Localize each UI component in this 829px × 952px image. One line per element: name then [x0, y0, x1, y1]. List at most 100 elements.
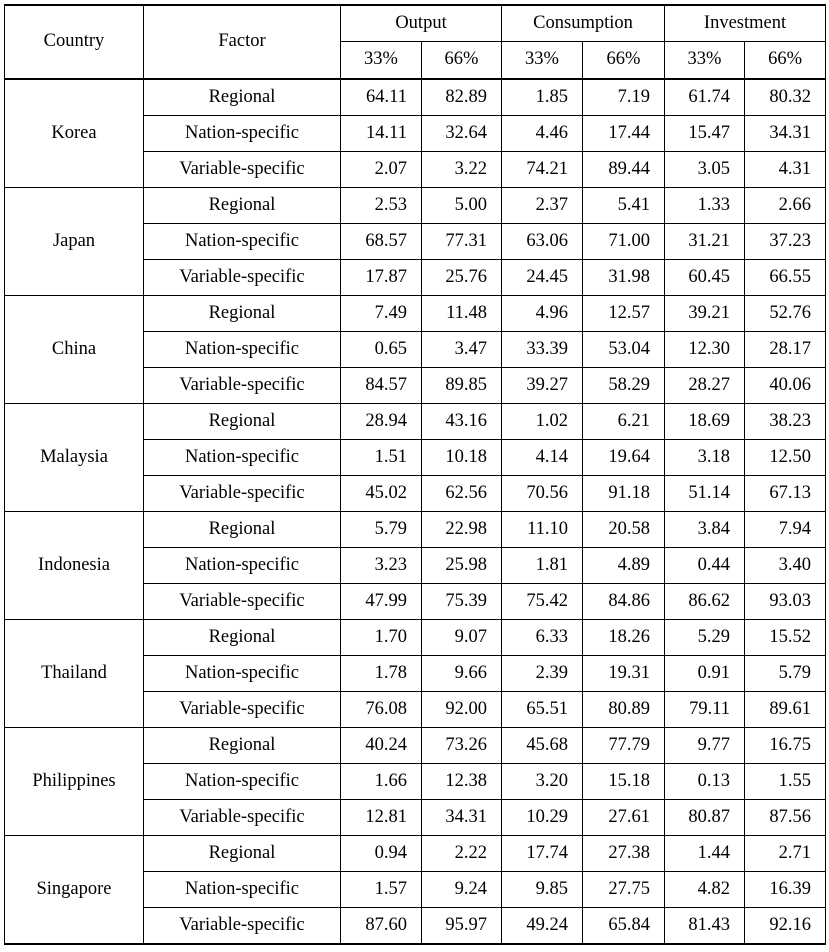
- value-cell: 6.21: [582, 402, 666, 440]
- value-cell: 37.23: [744, 222, 827, 260]
- value-cell: 1.02: [501, 402, 584, 440]
- table-row: Nation-specific 1.78 9.66 2.39 19.31 0.91 5.79: [5, 654, 827, 692]
- value-cell: 0.94: [340, 834, 422, 872]
- value-cell: 0.44: [664, 546, 746, 584]
- value-cell: 79.11: [664, 690, 746, 728]
- value-cell: 9.85: [501, 870, 584, 908]
- value-cell: 15.47: [664, 114, 746, 152]
- value-cell: 19.64: [582, 438, 666, 476]
- value-cell: 1.51: [340, 438, 422, 476]
- value-cell: 76.08: [340, 690, 422, 728]
- value-cell: 6.33: [501, 618, 584, 656]
- value-cell: 3.05: [664, 150, 746, 188]
- factor-cell: Variable-specific: [143, 690, 341, 728]
- value-cell: 38.23: [744, 402, 827, 440]
- value-cell: 3.40: [744, 546, 827, 584]
- value-cell: 1.85: [501, 78, 584, 116]
- value-cell: 80.89: [582, 690, 666, 728]
- value-cell: 62.56: [420, 474, 503, 512]
- value-cell: 17.74: [501, 834, 584, 872]
- value-cell: 65.84: [582, 906, 666, 945]
- factor-cell: Nation-specific: [143, 330, 341, 368]
- value-cell: 18.69: [664, 402, 746, 440]
- value-cell: 20.58: [582, 510, 666, 548]
- value-cell: 2.37: [501, 186, 584, 224]
- table-row: Variable-specific 2.07 3.22 74.21 89.44 3.05 4…: [5, 150, 827, 188]
- value-cell: 34.31: [420, 798, 503, 836]
- value-cell: 4.89: [582, 546, 666, 584]
- investment-group-header: Investment: [664, 4, 827, 42]
- value-cell: 63.06: [501, 222, 584, 260]
- table-body: Korea Regional 64.11 82.89 1.85 7.19 61.74 80.3…: [4, 78, 827, 945]
- value-cell: 5.79: [744, 654, 827, 692]
- value-cell: 12.57: [582, 294, 666, 332]
- value-cell: 3.47: [420, 330, 503, 368]
- value-cell: 7.19: [582, 78, 666, 116]
- table-row: Thailand Regional 1.70 9.07 6.33 18.26 5.29 15.…: [4, 618, 827, 728]
- variance-decomposition-table: Country Factor Output Consumption Invest…: [4, 4, 827, 945]
- factor-cell: Regional: [143, 78, 341, 116]
- value-cell: 89.85: [420, 366, 503, 404]
- value-cell: 87.56: [744, 798, 827, 836]
- value-cell: 2.66: [744, 186, 827, 224]
- value-cell: 4.14: [501, 438, 584, 476]
- value-cell: 49.24: [501, 906, 584, 945]
- value-cell: 71.00: [582, 222, 666, 260]
- value-cell: 68.57: [340, 222, 422, 260]
- value-cell: 39.21: [664, 294, 746, 332]
- table-row: Variable-specific 12.81 34.31 10.29 27.61 80.…: [5, 798, 827, 836]
- table-row: Japan Regional 2.53 5.00 2.37 5.41 1.33 2.66: [4, 186, 827, 296]
- value-cell: 33.39: [501, 330, 584, 368]
- value-cell: 84.57: [340, 366, 422, 404]
- value-cell: 82.89: [420, 78, 503, 116]
- value-cell: 12.30: [664, 330, 746, 368]
- value-cell: 89.44: [582, 150, 666, 188]
- factor-cell: Nation-specific: [143, 546, 341, 584]
- value-cell: 0.65: [340, 330, 422, 368]
- factor-cell: Nation-specific: [143, 870, 341, 908]
- factor-cell: Regional: [143, 186, 341, 224]
- value-cell: 45.02: [340, 474, 422, 512]
- value-cell: 17.44: [582, 114, 666, 152]
- value-cell: 5.79: [340, 510, 422, 548]
- value-cell: 39.27: [501, 366, 584, 404]
- value-cell: 58.29: [582, 366, 666, 404]
- value-cell: 1.33: [664, 186, 746, 224]
- value-cell: 66.55: [744, 258, 827, 296]
- value-cell: 2.39: [501, 654, 584, 692]
- value-cell: 15.18: [582, 762, 666, 800]
- value-cell: 80.87: [664, 798, 746, 836]
- value-cell: 64.11: [340, 78, 422, 116]
- table-row: Malaysia Regional 28.94 43.16 1.02 6.21 18.69 3…: [4, 402, 827, 512]
- value-cell: 3.22: [420, 150, 503, 188]
- value-cell: 80.32: [744, 78, 827, 116]
- table-row: China Regional 7.49 11.48 4.96 12.57 39.21 52.7…: [4, 294, 827, 404]
- value-cell: 2.53: [340, 186, 422, 224]
- value-cell: 3.23: [340, 546, 422, 584]
- table-row: Variable-specific 47.99 75.39 75.42 84.86 86.…: [5, 582, 827, 620]
- value-cell: 15.52: [744, 618, 827, 656]
- table-row: Nation-specific 1.66 12.38 3.20 15.18 0.13 1.5…: [5, 762, 827, 800]
- value-cell: 87.60: [340, 906, 422, 945]
- table-row: Indonesia Regional 5.79 22.98 11.10 20.58 3.84…: [4, 510, 827, 620]
- factor-cell: Variable-specific: [143, 150, 341, 188]
- value-cell: 86.62: [664, 582, 746, 620]
- value-cell: 1.66: [340, 762, 422, 800]
- table-row: Nation-specific 3.23 25.98 1.81 4.89 0.44 3.40: [5, 546, 827, 584]
- value-cell: 47.99: [340, 582, 422, 620]
- value-cell: 5.29: [664, 618, 746, 656]
- value-cell: 12.81: [340, 798, 422, 836]
- subcol-header: 66%: [744, 41, 827, 80]
- value-cell: 53.04: [582, 330, 666, 368]
- value-cell: 81.43: [664, 906, 746, 945]
- factor-cell: Regional: [143, 402, 341, 440]
- country-cell: Korea: [4, 78, 144, 188]
- value-cell: 4.82: [664, 870, 746, 908]
- country-cell: Philippines: [4, 726, 144, 836]
- factor-cell: Nation-specific: [143, 438, 341, 476]
- value-cell: 91.18: [582, 474, 666, 512]
- factor-column-header: Factor: [143, 4, 341, 80]
- table-row: Nation-specific 68.57 77.31 63.06 71.00 31.21…: [5, 222, 827, 260]
- table-row: Variable-specific 17.87 25.76 24.45 31.98 60.…: [5, 258, 827, 296]
- value-cell: 1.44: [664, 834, 746, 872]
